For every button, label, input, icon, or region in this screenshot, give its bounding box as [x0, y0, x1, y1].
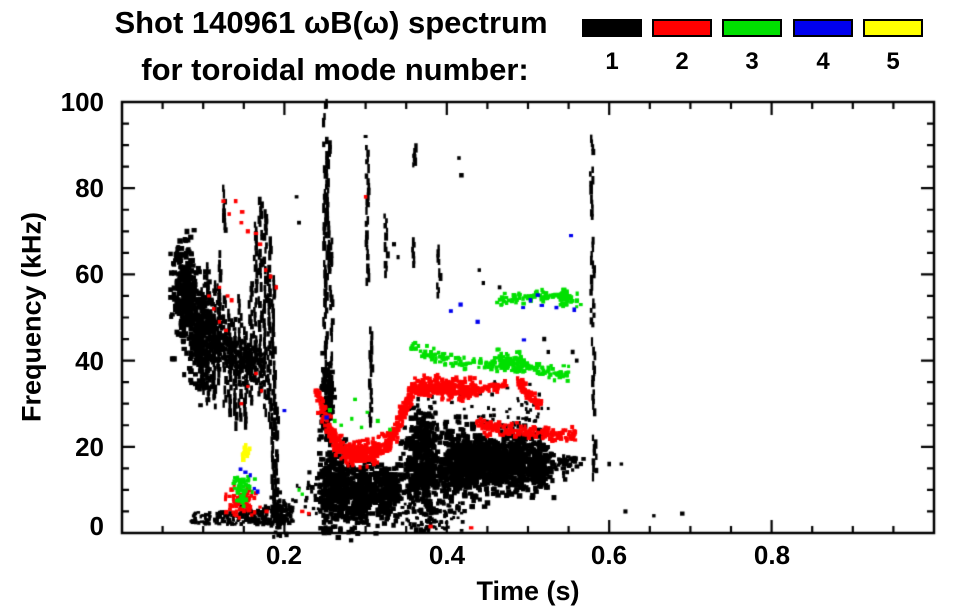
y-tick-label-60: 60	[75, 259, 104, 289]
y-tick-label-100: 100	[60, 87, 104, 117]
legend-swatch-mode-2	[652, 19, 712, 37]
x-tick-label-0.8: 0.8	[753, 540, 791, 570]
legend-label-mode-3: 3	[745, 48, 759, 75]
legend-item-mode-3: 3	[721, 19, 783, 74]
y-tick-label-0: 0	[89, 511, 104, 541]
legend-label-mode-2: 2	[675, 48, 689, 75]
y-tick-label-80: 80	[75, 173, 104, 203]
legend-item-mode-1: 1	[581, 19, 643, 74]
chart-title-line2: for toroidal mode number:	[141, 52, 529, 87]
x-tick-label-0.6: 0.6	[590, 540, 628, 570]
y-axis-title: Frequency (kHz)	[16, 211, 47, 423]
legend-item-mode-4: 4	[792, 19, 854, 74]
legend-item-mode-2: 2	[651, 19, 713, 74]
legend-swatch-mode-4	[793, 19, 853, 37]
y-tick-label-20: 20	[75, 432, 104, 462]
x-axis-title: Time (s)	[476, 576, 580, 606]
y-tick-label-40: 40	[75, 346, 104, 376]
legend-swatch-mode-1	[582, 19, 642, 37]
x-tick-label-0.2: 0.2	[265, 540, 303, 570]
x-tick-label-0.4: 0.4	[428, 540, 466, 570]
legend-swatch-mode-5	[863, 19, 923, 37]
legend-item-mode-5: 5	[862, 19, 924, 74]
legend-label-mode-5: 5	[886, 48, 900, 75]
chart-title-line1: Shot 140961 ωB(ω) spectrum	[114, 5, 548, 40]
legend-label-mode-1: 1	[605, 48, 619, 75]
legend-swatch-mode-3	[722, 19, 782, 37]
legend-label-mode-4: 4	[816, 48, 830, 75]
